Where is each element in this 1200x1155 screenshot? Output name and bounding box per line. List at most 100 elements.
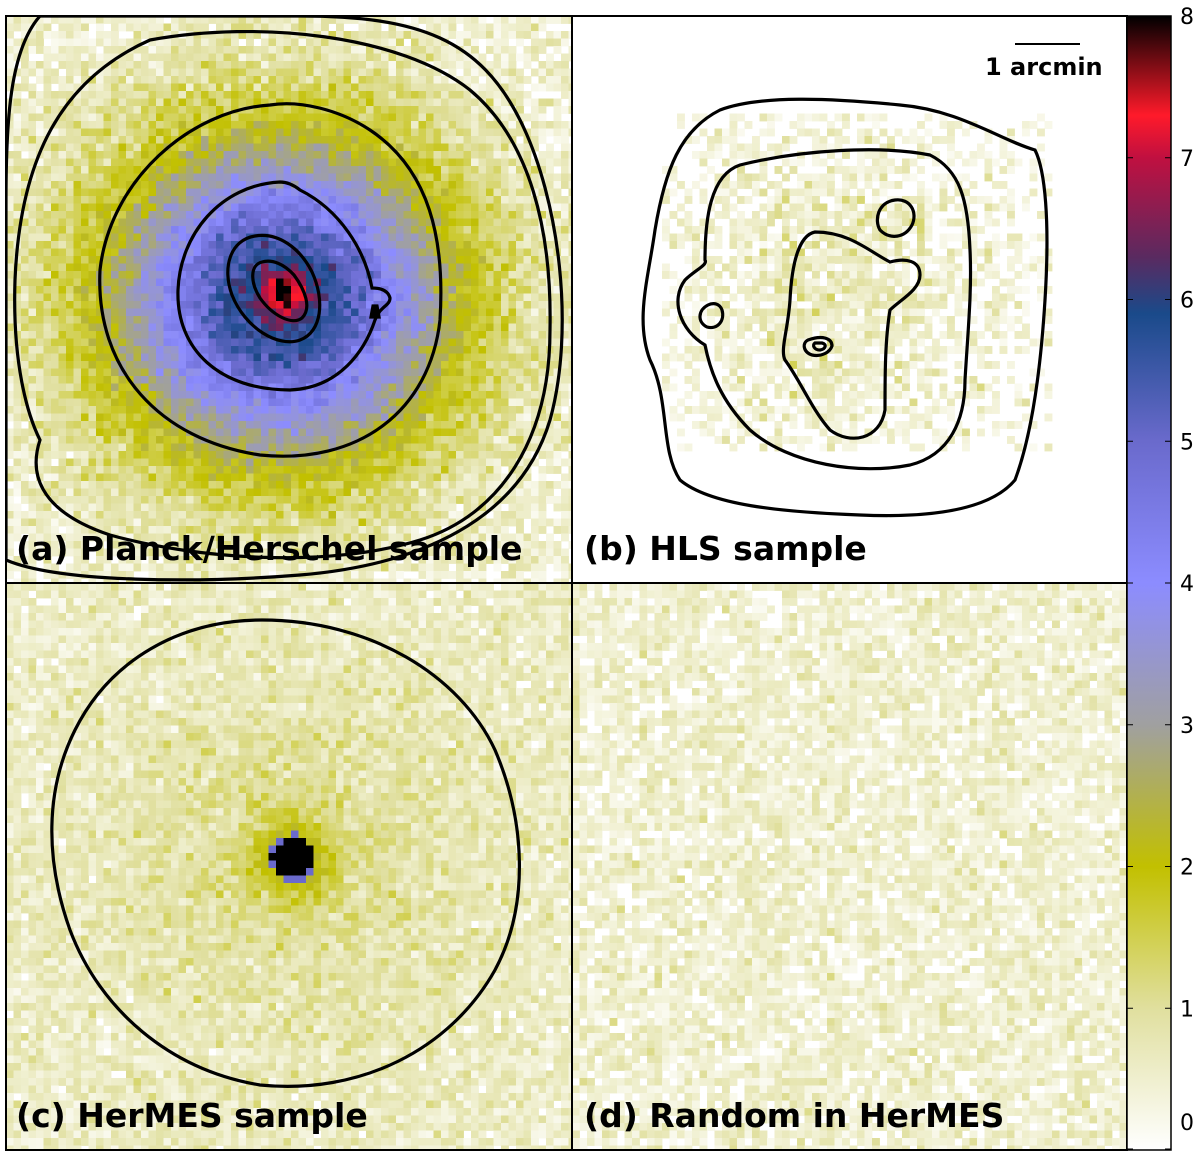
heatmap-cell (43, 331, 52, 339)
heatmap-cell (568, 31, 572, 39)
heatmap-cell (516, 248, 524, 257)
heatmap-cell (6, 346, 14, 354)
heatmap-cell (261, 481, 269, 489)
heatmap-cell (276, 443, 284, 452)
heatmap-cell (148, 353, 157, 362)
heatmap-cell (283, 473, 292, 482)
heatmap-cell (73, 218, 82, 227)
heatmap-cell (351, 436, 359, 444)
heatmap-cell (426, 391, 434, 399)
heatmap-cell (441, 481, 449, 489)
heatmap-cell (298, 421, 307, 429)
heatmap-cell (508, 383, 517, 392)
heatmap-cell (201, 173, 209, 182)
heatmap-cell (6, 83, 14, 92)
heatmap-cell (133, 211, 142, 219)
heatmap-cell (448, 248, 457, 257)
heatmap-cell (81, 61, 89, 69)
heatmap-cell (486, 143, 494, 152)
heatmap-cell (441, 436, 449, 444)
heatmap-cell (43, 421, 52, 429)
heatmap-cell (381, 361, 389, 369)
heatmap-cell (58, 173, 67, 182)
heatmap-cell (133, 158, 142, 167)
heatmap-cell (343, 376, 352, 384)
heatmap-cell (508, 16, 517, 24)
heatmap-cell (328, 286, 337, 294)
heatmap-cell (36, 181, 44, 189)
heatmap-cell (178, 338, 187, 347)
heatmap-cell (381, 248, 389, 257)
heatmap-cell (486, 488, 494, 497)
heatmap-cell (411, 338, 419, 347)
heatmap-cell (88, 241, 97, 249)
heatmap-cell (553, 323, 562, 332)
heatmap-cell (231, 451, 239, 459)
heatmap-cell (88, 301, 97, 309)
heatmap-cell (6, 136, 14, 144)
heatmap-cell (58, 511, 67, 519)
heatmap-cell (343, 436, 352, 444)
heatmap-cell (298, 503, 307, 512)
heatmap-cell (531, 496, 539, 504)
heatmap-cell (13, 518, 22, 527)
heatmap-cell (231, 511, 239, 519)
heatmap-cell (156, 241, 164, 249)
heatmap-cell (448, 166, 457, 174)
heatmap-cell (291, 368, 299, 377)
heatmap-cell (216, 241, 224, 249)
heatmap-cell (298, 241, 307, 249)
heatmap-cell (238, 166, 247, 174)
heatmap-cell (478, 458, 487, 467)
heatmap-cell (328, 293, 337, 302)
heatmap-cell (493, 391, 502, 399)
heatmap-cell (216, 503, 224, 512)
heatmap-cell (96, 211, 104, 219)
heatmap-cell (276, 158, 284, 167)
heatmap-cell (441, 391, 449, 399)
heatmap-cell (351, 481, 359, 489)
heatmap-cell (253, 143, 262, 152)
heatmap-cell (6, 361, 14, 369)
heatmap-cell (238, 488, 247, 497)
heatmap-cell (223, 496, 232, 504)
heatmap-cell (298, 91, 307, 99)
heatmap-cell (456, 466, 464, 474)
heatmap-cell (321, 443, 329, 452)
heatmap-cell (268, 83, 277, 92)
heatmap-cell (88, 218, 97, 227)
heatmap-cell (538, 368, 547, 377)
heatmap-cell (328, 76, 337, 84)
heatmap-cell (133, 338, 142, 347)
heatmap-cell (561, 458, 569, 467)
heatmap-cell (163, 353, 172, 362)
heatmap-cell (396, 466, 404, 474)
heatmap-cell (283, 233, 292, 242)
heatmap-cell (268, 68, 277, 77)
heatmap-cell (13, 443, 22, 452)
heatmap-cell (13, 278, 22, 287)
heatmap-cell (238, 323, 247, 332)
heatmap-cell (163, 398, 172, 407)
heatmap-cell (283, 511, 292, 519)
heatmap-cell (208, 91, 217, 99)
heatmap-cell (178, 383, 187, 392)
heatmap-cell (246, 203, 254, 212)
heatmap-cell (148, 511, 157, 519)
heatmap-cell (88, 121, 97, 129)
heatmap-cell (336, 166, 344, 174)
heatmap-cell (568, 496, 572, 504)
heatmap-cell (516, 398, 524, 407)
heatmap-cell (216, 106, 224, 114)
heatmap-cell (51, 16, 59, 24)
heatmap-cell (73, 278, 82, 287)
heatmap-cell (418, 248, 427, 257)
heatmap-cell (73, 428, 82, 437)
heatmap-cell (201, 511, 209, 519)
heatmap-cell (36, 16, 44, 24)
heatmap-cell (531, 241, 539, 249)
heatmap-cell (238, 421, 247, 429)
heatmap-cell (141, 368, 149, 377)
heatmap-cell (561, 121, 569, 129)
heatmap-cell (171, 301, 179, 309)
